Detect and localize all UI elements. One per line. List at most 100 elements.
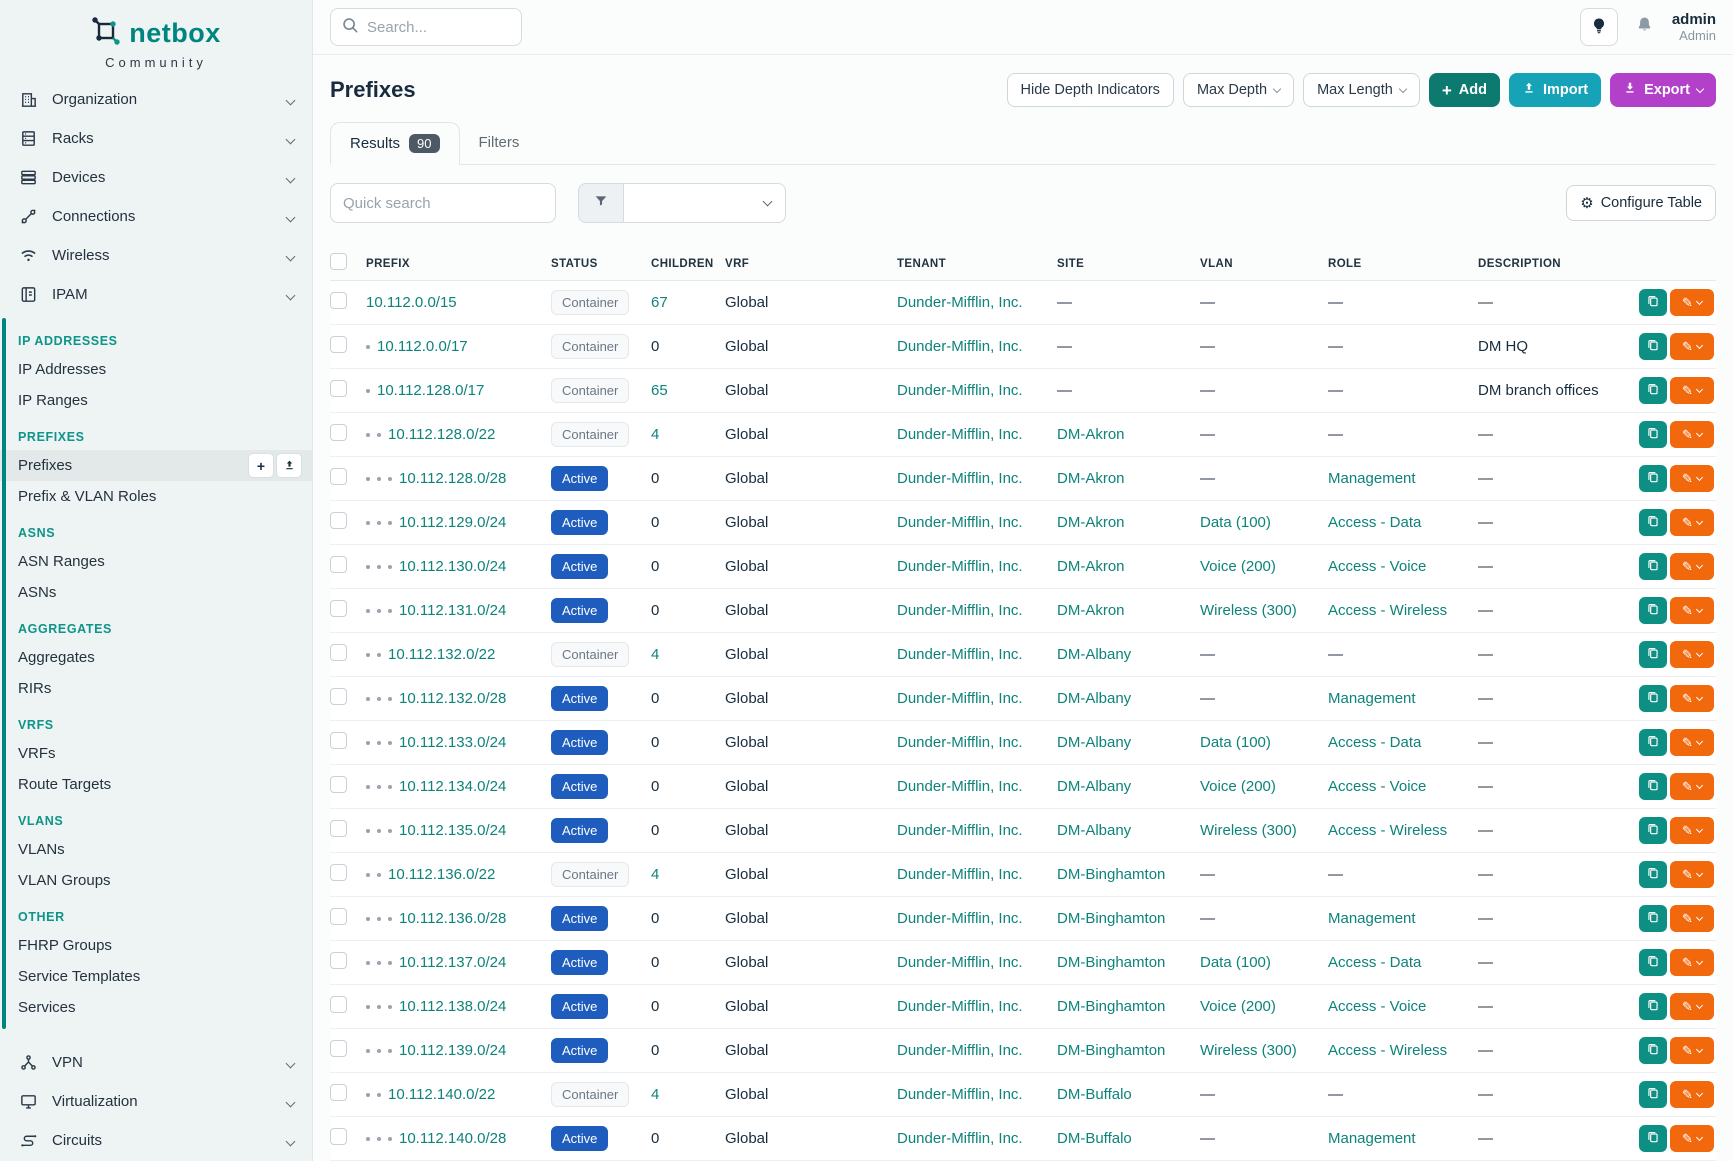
edit-button[interactable]: ✎: [1670, 289, 1714, 316]
edit-button[interactable]: ✎: [1670, 509, 1714, 536]
vlan-link[interactable]: Voice (200): [1200, 997, 1276, 1015]
clone-button[interactable]: [1639, 377, 1667, 404]
clone-button[interactable]: [1639, 641, 1667, 668]
prefix-link[interactable]: 10.112.0.0/17: [377, 338, 468, 355]
prefix-link[interactable]: 10.112.130.0/24: [399, 558, 507, 575]
prefix-link[interactable]: 10.112.139.0/24: [399, 1042, 507, 1059]
site-link[interactable]: DM-Albany: [1057, 733, 1132, 751]
export-dropdown[interactable]: Export: [1610, 73, 1716, 107]
tenant-link[interactable]: Dunder-Mifflin, Inc.: [897, 777, 1023, 795]
sidebar-item-vrfs[interactable]: VRFs: [0, 738, 312, 769]
prefix-link[interactable]: 10.112.135.0/24: [399, 822, 507, 839]
row-checkbox[interactable]: [330, 775, 347, 793]
column-header-site[interactable]: SITE: [1057, 257, 1085, 270]
role-link[interactable]: Access - Wireless: [1328, 1041, 1448, 1059]
prefix-link[interactable]: 10.112.129.0/24: [399, 514, 507, 531]
children-count-link[interactable]: 4: [651, 425, 660, 443]
vlan-link[interactable]: Voice (200): [1200, 777, 1276, 795]
vlan-link[interactable]: Data (100): [1200, 513, 1271, 531]
sidebar-item-wireless[interactable]: Wireless: [0, 236, 312, 275]
sidebar-item-fhrp-groups[interactable]: FHRP Groups: [0, 930, 312, 961]
children-count-link[interactable]: 65: [651, 381, 668, 399]
sidebar-item-vpn[interactable]: VPN: [0, 1043, 312, 1082]
edit-button[interactable]: ✎: [1670, 1081, 1714, 1108]
filter-button[interactable]: [578, 183, 624, 223]
sidebar-item-prefixes[interactable]: Prefixes +: [0, 450, 312, 481]
sidebar-item-organization[interactable]: Organization: [0, 80, 312, 119]
tenant-link[interactable]: Dunder-Mifflin, Inc.: [897, 733, 1023, 751]
vlan-link[interactable]: Wireless (300): [1200, 821, 1297, 839]
sidebar-item-services[interactable]: Services: [0, 992, 312, 1023]
clone-button[interactable]: [1639, 553, 1667, 580]
clone-button[interactable]: [1639, 421, 1667, 448]
site-link[interactable]: DM-Akron: [1057, 513, 1125, 531]
tab-results[interactable]: Results 90: [330, 122, 460, 165]
row-checkbox[interactable]: [330, 731, 347, 749]
prefix-link[interactable]: 10.112.136.0/28: [399, 910, 507, 927]
clone-button[interactable]: [1639, 1125, 1667, 1152]
site-link[interactable]: DM-Akron: [1057, 557, 1125, 575]
global-search[interactable]: [330, 8, 566, 46]
prefix-link[interactable]: 10.112.131.0/24: [399, 602, 507, 619]
tenant-link[interactable]: Dunder-Mifflin, Inc.: [897, 557, 1023, 575]
theme-toggle-button[interactable]: [1579, 8, 1618, 46]
clone-button[interactable]: [1639, 1037, 1667, 1064]
clone-button[interactable]: [1639, 993, 1667, 1020]
edit-button[interactable]: ✎: [1670, 1037, 1714, 1064]
site-link[interactable]: DM-Buffalo: [1057, 1129, 1132, 1147]
children-count-link[interactable]: 67: [651, 293, 668, 311]
tenant-link[interactable]: Dunder-Mifflin, Inc.: [897, 381, 1023, 399]
role-link[interactable]: Management: [1328, 469, 1416, 487]
clone-button[interactable]: [1639, 465, 1667, 492]
prefix-link[interactable]: 10.112.128.0/22: [388, 426, 496, 443]
row-checkbox[interactable]: [330, 555, 347, 573]
column-header-tenant[interactable]: TENANT: [897, 257, 947, 270]
role-link[interactable]: Access - Voice: [1328, 777, 1427, 795]
site-link[interactable]: DM-Buffalo: [1057, 1085, 1132, 1103]
edit-button[interactable]: ✎: [1670, 465, 1714, 492]
site-link[interactable]: DM-Binghamton: [1057, 909, 1166, 927]
site-link[interactable]: DM-Albany: [1057, 689, 1132, 707]
sidebar-item-ip-addresses[interactable]: IP Addresses: [0, 354, 312, 385]
edit-button[interactable]: ✎: [1670, 553, 1714, 580]
vlan-link[interactable]: Wireless (300): [1200, 601, 1297, 619]
prefix-link[interactable]: 10.112.128.0/17: [377, 382, 485, 399]
row-checkbox[interactable]: [330, 687, 347, 705]
sidebar-item-virtualization[interactable]: Virtualization: [0, 1082, 312, 1121]
clone-button[interactable]: [1639, 685, 1667, 712]
tab-filters[interactable]: Filters: [460, 121, 539, 164]
import-button[interactable]: Import: [1508, 73, 1602, 107]
role-link[interactable]: Access - Data: [1328, 953, 1422, 971]
quick-search-input[interactable]: [330, 183, 556, 223]
site-link[interactable]: DM-Binghamton: [1057, 953, 1166, 971]
column-header-description[interactable]: DESCRIPTION: [1478, 257, 1561, 270]
tenant-link[interactable]: Dunder-Mifflin, Inc.: [897, 337, 1023, 355]
prefix-link[interactable]: 10.112.140.0/22: [388, 1086, 496, 1103]
global-search-input[interactable]: [367, 18, 566, 36]
vlan-link[interactable]: Data (100): [1200, 733, 1271, 751]
sidebar-item-aggregates[interactable]: Aggregates: [0, 642, 312, 673]
children-count-link[interactable]: 4: [651, 1085, 660, 1103]
clone-button[interactable]: [1639, 949, 1667, 976]
edit-button[interactable]: ✎: [1670, 377, 1714, 404]
sidebar-item-circuits[interactable]: Circuits: [0, 1121, 312, 1160]
clone-button[interactable]: [1639, 729, 1667, 756]
select-all-checkbox[interactable]: [330, 252, 347, 270]
prefix-link[interactable]: 10.112.133.0/24: [399, 734, 507, 751]
brand-logo[interactable]: netbox Community: [0, 0, 312, 80]
tenant-link[interactable]: Dunder-Mifflin, Inc.: [897, 689, 1023, 707]
tenant-link[interactable]: Dunder-Mifflin, Inc.: [897, 601, 1023, 619]
edit-button[interactable]: ✎: [1670, 641, 1714, 668]
clone-button[interactable]: [1639, 509, 1667, 536]
site-link[interactable]: DM-Binghamton: [1057, 865, 1166, 883]
sidebar-item-vlan-groups[interactable]: VLAN Groups: [0, 865, 312, 896]
tenant-link[interactable]: Dunder-Mifflin, Inc.: [897, 821, 1023, 839]
prefix-link[interactable]: 10.112.134.0/24: [399, 778, 507, 795]
site-link[interactable]: DM-Albany: [1057, 777, 1132, 795]
edit-button[interactable]: ✎: [1670, 905, 1714, 932]
row-checkbox[interactable]: [330, 599, 347, 617]
vlan-link[interactable]: Wireless (300): [1200, 1041, 1297, 1059]
row-checkbox[interactable]: [330, 291, 347, 309]
role-link[interactable]: Access - Voice: [1328, 997, 1427, 1015]
row-checkbox[interactable]: [330, 907, 347, 925]
